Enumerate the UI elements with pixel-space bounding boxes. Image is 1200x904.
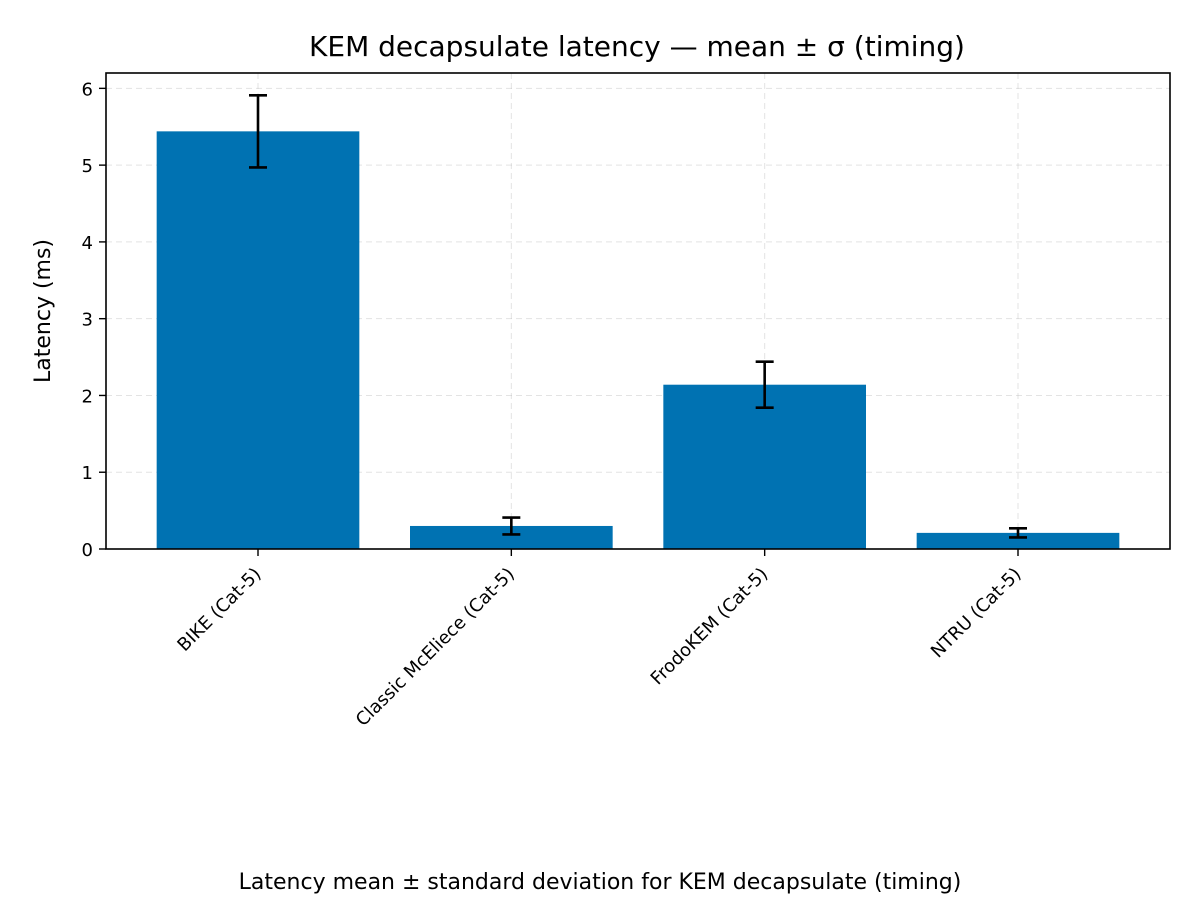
bar	[663, 384, 866, 549]
bars-layer	[156, 131, 1120, 549]
x-axis-ticks: BIKE (Cat-5) Classic McEliece (Cat-5) Frod…	[173, 549, 1026, 731]
y-tick-label: 0	[82, 540, 93, 561]
y-tick-label: 1	[82, 463, 93, 484]
x-tick-label: FrodoKEM (Cat-5)	[647, 564, 773, 690]
x-tick-label: NTRU (Cat-5)	[927, 564, 1026, 663]
bar	[410, 525, 613, 549]
y-tick-label: 2	[82, 386, 93, 407]
x-tick-label: BIKE (Cat-5)	[173, 564, 265, 656]
y-axis-label: Latency (ms)	[31, 239, 56, 383]
x-tick-label: Classic McEliece (Cat-5)	[352, 564, 519, 731]
error-bars-layer	[249, 93, 1027, 539]
y-tick-label: 5	[82, 156, 93, 177]
chart-title: KEM decapsulate latency — mean ± σ (timi…	[309, 30, 965, 63]
chart-caption: Latency mean ± standard deviation for KE…	[239, 870, 962, 895]
y-axis-ticks: 0 1 2 3 4 5 6	[82, 79, 106, 561]
bar	[916, 532, 1120, 549]
y-tick-label: 4	[82, 233, 93, 254]
y-tick-label: 6	[82, 79, 93, 100]
y-tick-label: 3	[82, 310, 93, 331]
bar	[156, 131, 360, 549]
plot-frame	[105, 72, 1171, 550]
